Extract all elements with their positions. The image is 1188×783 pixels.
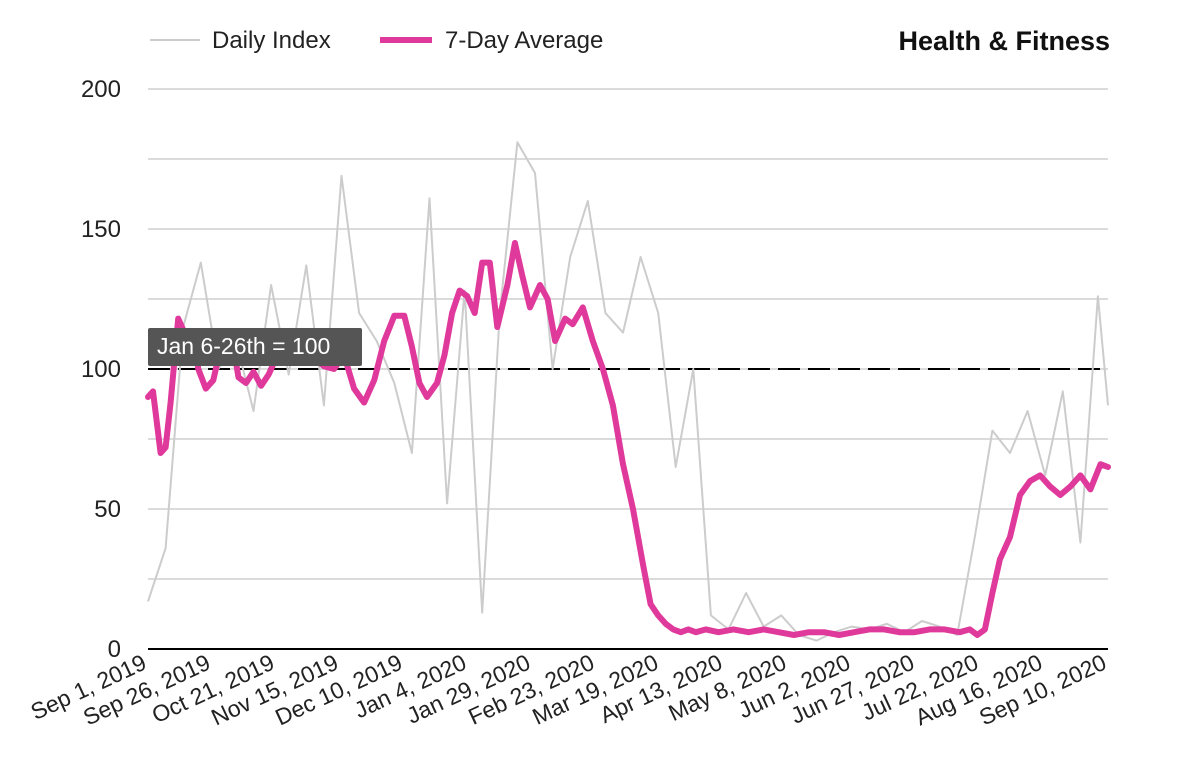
legend-label-daily-index: Daily Index (212, 27, 331, 54)
legend-label-seven-day-average: 7-Day Average (445, 27, 603, 54)
y-tick-label: 150 (81, 216, 121, 243)
legend: Daily Index 7-Day Average (150, 27, 603, 54)
y-tick-label: 0 (108, 636, 121, 663)
y-axis-ticks: 0 50 100 150 200 (81, 76, 121, 663)
chart-title: Health & Fitness (898, 26, 1110, 56)
daily-index-line (147, 141, 1109, 642)
reference-label: Jan 6-26th = 100 (148, 328, 362, 366)
reference-label-text: Jan 6-26th = 100 (157, 333, 330, 359)
reference-label-box (148, 328, 362, 366)
y-tick-label: 200 (81, 76, 121, 103)
y-tick-label: 100 (81, 356, 121, 383)
seven-day-average-line (145, 240, 1111, 638)
y-tick-label: 50 (94, 496, 121, 523)
